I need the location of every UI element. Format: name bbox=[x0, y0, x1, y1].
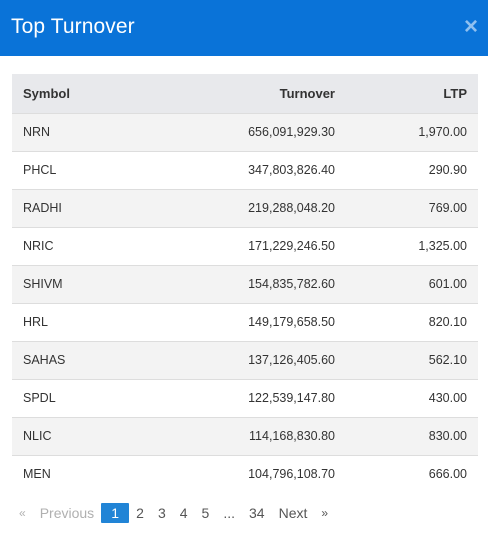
cell-ltp: 1,970.00 bbox=[418, 125, 467, 139]
table-row[interactable]: MEN 104,796,108.70 666.00 bbox=[12, 455, 478, 493]
table-row[interactable]: NLIC 114,168,830.80 830.00 bbox=[12, 417, 478, 455]
page-button-last[interactable]: 34 bbox=[249, 505, 265, 521]
table-header-row: Symbol Turnover LTP bbox=[12, 74, 478, 114]
cell-turnover: 171,229,246.50 bbox=[248, 239, 335, 253]
page-button-2[interactable]: 2 bbox=[136, 505, 144, 521]
cell-turnover: 137,126,405.60 bbox=[248, 353, 335, 367]
cell-symbol[interactable]: NRIC bbox=[23, 239, 54, 253]
cell-ltp: 562.10 bbox=[428, 353, 467, 367]
cell-turnover: 104,796,108.70 bbox=[248, 467, 335, 482]
cell-turnover: 347,803,826.40 bbox=[248, 163, 335, 177]
column-header-ltp[interactable]: LTP bbox=[346, 74, 478, 114]
cell-ltp: 430.00 bbox=[428, 391, 467, 405]
cell-ltp: 601.00 bbox=[428, 277, 467, 291]
table-row[interactable]: SPDL 122,539,147.80 430.00 bbox=[12, 379, 478, 417]
cell-ltp: 666.00 bbox=[428, 467, 467, 482]
cell-symbol[interactable]: SHIVM bbox=[23, 277, 63, 291]
cell-symbol[interactable]: MEN bbox=[23, 467, 51, 482]
column-header-symbol[interactable]: Symbol bbox=[12, 74, 132, 114]
previous-arrow-icon: « bbox=[19, 506, 26, 520]
turnover-table-container: Symbol Turnover LTP NRN 656,091,929.30 1… bbox=[12, 74, 478, 493]
cell-symbol[interactable]: PHCL bbox=[23, 163, 57, 177]
page-button-5[interactable]: 5 bbox=[201, 505, 210, 521]
modal-title: Top Turnover bbox=[11, 15, 135, 38]
next-page-button[interactable]: Next bbox=[278, 505, 308, 521]
table-row[interactable]: HRL 149,179,658.50 820.10 bbox=[12, 303, 478, 341]
cell-turnover: 122,539,147.80 bbox=[248, 391, 335, 405]
table-body: NRN 656,091,929.30 1,970.00 PHCL 347,803… bbox=[12, 113, 478, 493]
close-icon[interactable]: × bbox=[463, 13, 478, 40]
cell-turnover: 656,091,929.30 bbox=[248, 125, 335, 139]
table-row[interactable]: RADHI 219,288,048.20 769.00 bbox=[12, 189, 478, 227]
cell-turnover: 114,168,830.80 bbox=[249, 429, 335, 443]
turnover-table: Symbol Turnover LTP NRN 656,091,929.30 1… bbox=[12, 74, 478, 493]
pagination: « Previous 1 2 3 4 5 ... 34 Next » bbox=[12, 503, 335, 523]
cell-symbol[interactable]: NRN bbox=[23, 125, 51, 139]
page-button-4[interactable]: 4 bbox=[179, 505, 188, 521]
previous-page-button: Previous bbox=[39, 505, 95, 521]
page-button-1[interactable]: 1 bbox=[101, 503, 130, 523]
cell-ltp: 820.10 bbox=[428, 315, 467, 329]
cell-ltp: 830.00 bbox=[428, 429, 467, 443]
next-arrow-icon[interactable]: » bbox=[321, 506, 329, 520]
cell-turnover: 219,288,048.20 bbox=[248, 201, 335, 215]
table-row[interactable]: NRN 656,091,929.30 1,970.00 bbox=[12, 113, 478, 151]
cell-symbol[interactable]: NLIC bbox=[23, 429, 52, 443]
column-header-turnover[interactable]: Turnover bbox=[132, 74, 346, 114]
cell-ltp: 769.00 bbox=[428, 201, 467, 215]
cell-turnover: 154,835,782.60 bbox=[248, 277, 335, 291]
page-button-3[interactable]: 3 bbox=[157, 505, 166, 521]
cell-ltp: 290.90 bbox=[428, 163, 467, 177]
modal-header: Top Turnover × bbox=[0, 0, 488, 56]
cell-symbol[interactable]: SAHAS bbox=[23, 353, 66, 367]
pagination-ellipsis: ... bbox=[223, 505, 236, 521]
table-row[interactable]: NRIC 171,229,246.50 1,325.00 bbox=[12, 227, 478, 265]
table-row[interactable]: SAHAS 137,126,405.60 562.10 bbox=[12, 341, 478, 379]
table-row[interactable]: SHIVM 154,835,782.60 601.00 bbox=[12, 265, 478, 303]
cell-symbol[interactable]: RADHI bbox=[23, 201, 62, 215]
cell-symbol[interactable]: SPDL bbox=[23, 391, 56, 405]
cell-symbol[interactable]: HRL bbox=[23, 315, 49, 329]
cell-turnover: 149,179,658.50 bbox=[248, 315, 335, 329]
table-row[interactable]: PHCL 347,803,826.40 290.90 bbox=[12, 151, 478, 189]
cell-ltp: 1,325.00 bbox=[418, 239, 467, 253]
